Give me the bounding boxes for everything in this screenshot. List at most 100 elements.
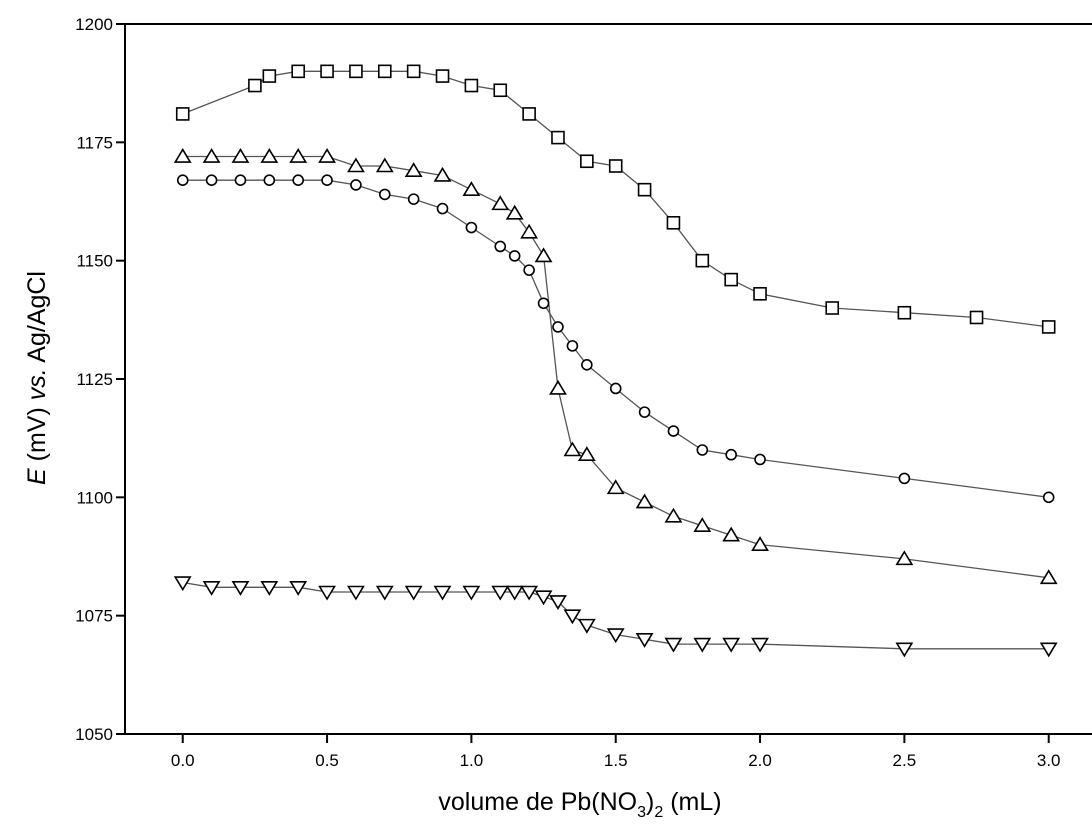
x-tick-label: 2.0 xyxy=(748,751,772,770)
y-axis-title-vs: vs. xyxy=(23,368,51,400)
y-tick-label: 1150 xyxy=(76,252,113,271)
y-tick-label: 1175 xyxy=(76,133,113,152)
data-point-triangle-down xyxy=(260,580,279,596)
data-point-square xyxy=(608,159,623,173)
y-axis-title-reference: Ag/AgCl xyxy=(23,271,51,368)
data-point-triangle-up xyxy=(202,147,221,163)
x-axis-title-prefix: volume de Pb(NO xyxy=(438,788,637,816)
data-point-triangle-down xyxy=(347,585,365,601)
data-point-circle xyxy=(176,174,189,186)
data-point-triangle-down xyxy=(404,585,423,601)
data-point-square xyxy=(724,272,738,287)
axes-layer xyxy=(124,23,1092,735)
data-point-triangle-down xyxy=(751,637,769,653)
data-point-circle xyxy=(292,174,304,186)
y-tick-label: 1125 xyxy=(76,370,113,389)
data-point-square xyxy=(406,64,421,79)
data-point-circle xyxy=(754,453,766,466)
data-point-circle xyxy=(638,406,651,418)
x-tick-label: 1.5 xyxy=(604,751,628,770)
data-point-triangle-up xyxy=(404,162,423,178)
data-point-square xyxy=(695,253,710,268)
data-point-triangle-down xyxy=(202,580,221,596)
data-point-circle xyxy=(581,358,593,371)
data-point-circle xyxy=(465,221,478,234)
data-point-circle xyxy=(566,340,579,352)
data-point-circle xyxy=(234,174,247,186)
data-point-circle xyxy=(407,193,420,205)
data-point-circle xyxy=(552,321,564,333)
data-point-triangle-up xyxy=(895,550,914,566)
data-point-square xyxy=(175,107,190,121)
data-point-square xyxy=(666,216,681,230)
data-point-triangle-up xyxy=(577,446,596,462)
data-point-circle xyxy=(508,250,521,262)
x-tick-label: 1.0 xyxy=(460,751,484,770)
series-line-triangle-up xyxy=(182,155,1049,579)
data-point-triangle-up xyxy=(289,147,308,163)
series-line-square xyxy=(182,70,1049,328)
data-point-triangle-down xyxy=(664,637,683,653)
series-lines-layer xyxy=(182,70,1049,650)
markers-layer xyxy=(173,64,1058,658)
data-point-triangle-down xyxy=(635,633,654,648)
data-point-circle xyxy=(667,425,680,437)
data-point-triangle-up xyxy=(231,147,250,163)
data-point-triangle-down xyxy=(318,585,336,601)
data-point-triangle-down xyxy=(231,580,250,596)
data-point-circle xyxy=(321,174,333,186)
data-point-circle xyxy=(378,188,391,201)
y-axis-title: E (mV) vs. Ag/AgCl xyxy=(23,271,51,485)
data-point-circle xyxy=(696,444,709,456)
data-point-triangle-down xyxy=(563,609,582,625)
data-point-triangle-down xyxy=(491,585,510,601)
data-point-triangle-up xyxy=(433,166,452,182)
series-line-circle xyxy=(182,179,1049,498)
data-point-triangle-up xyxy=(260,147,279,163)
data-point-square xyxy=(464,78,479,93)
data-point-square xyxy=(262,69,277,83)
data-point-triangle-down xyxy=(577,618,596,634)
data-point-triangle-up xyxy=(462,181,481,196)
data-point-square xyxy=(969,310,984,325)
data-point-triangle-down xyxy=(433,585,452,601)
data-point-triangle-down xyxy=(520,585,539,601)
data-point-triangle-up xyxy=(491,195,510,211)
data-point-circle xyxy=(725,448,737,461)
data-point-square xyxy=(753,286,767,301)
data-point-square xyxy=(897,305,912,320)
data-point-triangle-up xyxy=(693,517,712,533)
data-point-square xyxy=(1041,320,1056,334)
data-point-circle xyxy=(436,202,449,215)
data-point-circle xyxy=(523,264,535,276)
data-point-triangle-down xyxy=(895,642,914,658)
y-tick-label: 1200 xyxy=(75,15,113,34)
data-point-triangle-down xyxy=(375,585,394,601)
x-axis-title: volume de Pb(NO3)2 (mL) xyxy=(438,788,721,821)
data-point-triangle-up xyxy=(664,507,683,523)
data-point-circle xyxy=(494,240,507,253)
y-tick-label: 1100 xyxy=(76,488,113,507)
y-axis-title-e: E xyxy=(23,468,51,485)
data-point-circle xyxy=(350,179,362,191)
data-point-triangle-down xyxy=(722,637,741,653)
data-point-square xyxy=(493,83,508,98)
x-axis-title-suffix: (mL) xyxy=(663,788,721,816)
data-point-triangle-down xyxy=(505,585,524,601)
data-point-square xyxy=(825,301,840,315)
data-point-triangle-up xyxy=(318,147,336,163)
ticks-layer: 1050 1075 1100 1125 1150 1175 1200 0.0 0.5 1.0 1.5… xyxy=(75,15,1060,770)
data-point-triangle-down xyxy=(1039,642,1058,658)
x-tick-label: 3.0 xyxy=(1037,751,1061,770)
x-tick-label: 0.0 xyxy=(171,751,195,770)
data-point-square xyxy=(580,154,594,169)
data-point-square xyxy=(522,107,536,121)
x-axis-title-subscript: 3 xyxy=(637,804,646,821)
data-point-triangle-down xyxy=(289,580,308,596)
data-point-triangle-down xyxy=(549,595,567,611)
data-point-triangle-down xyxy=(534,590,553,606)
data-point-circle xyxy=(898,472,911,485)
y-tick-label: 1050 xyxy=(75,725,113,744)
